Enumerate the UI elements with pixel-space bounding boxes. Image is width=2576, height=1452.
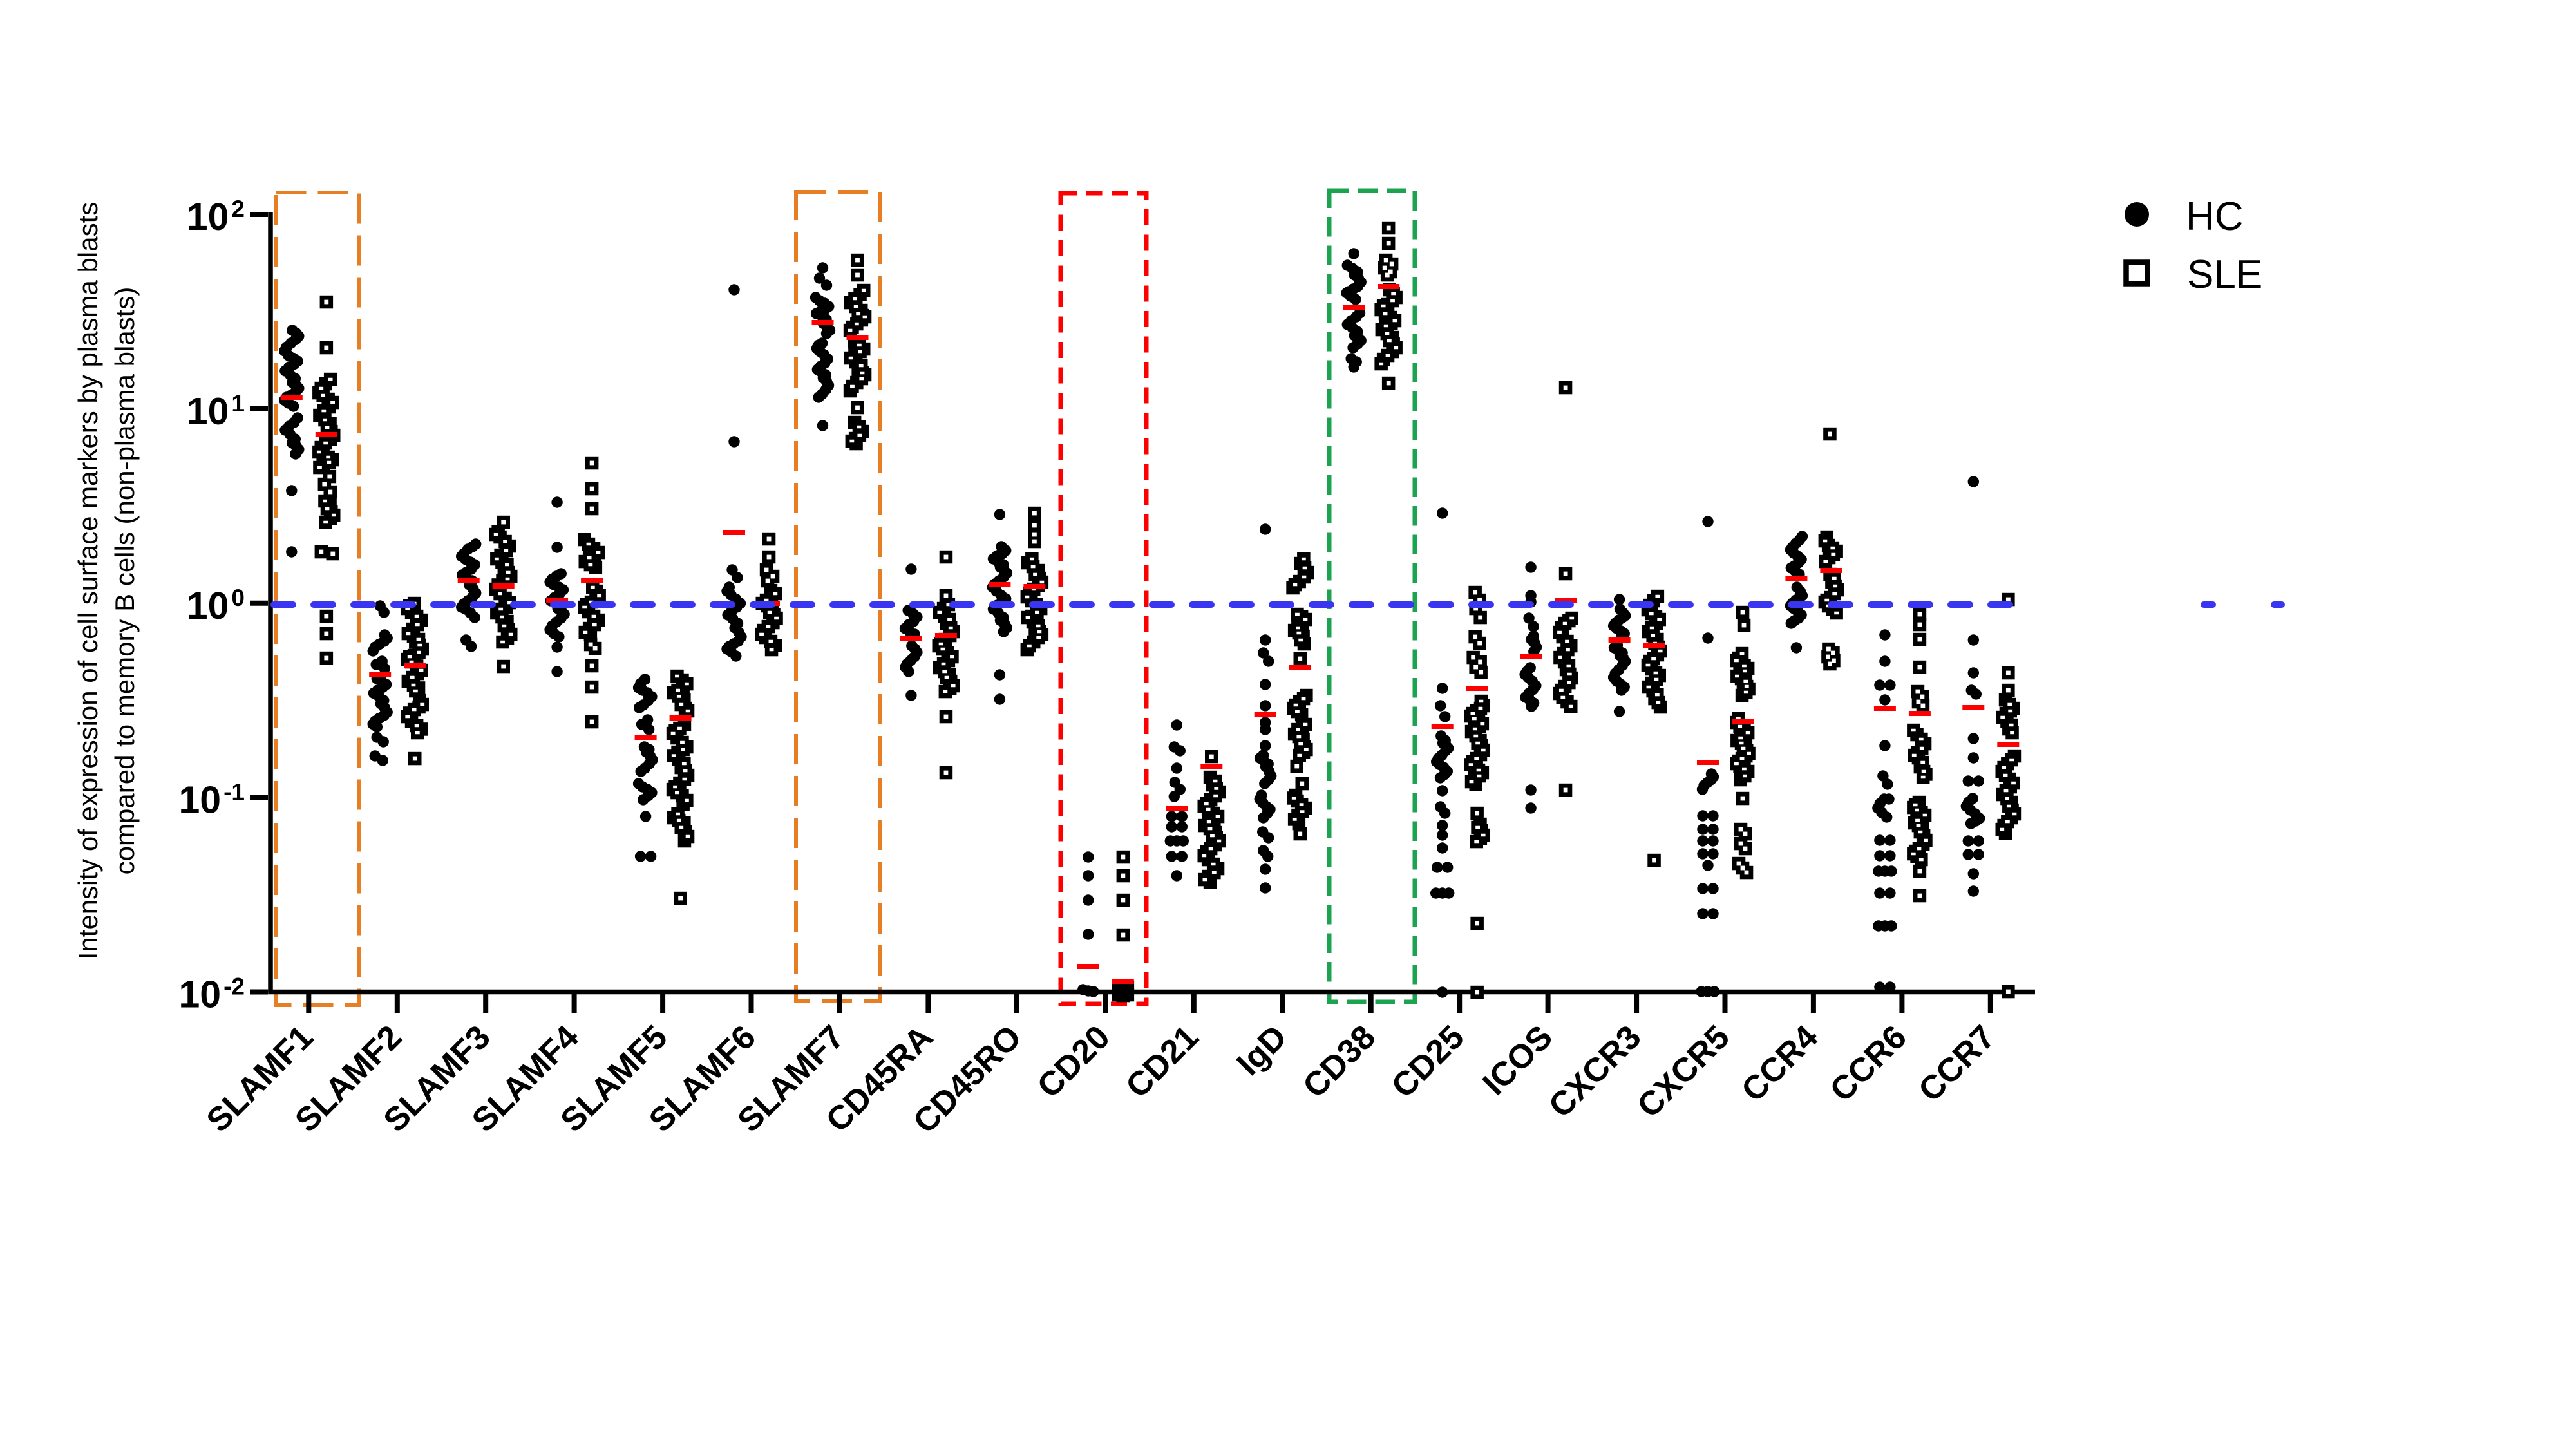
svg-text:10-2: 10 -2	[178, 974, 245, 1016]
svg-text:compared to memory B cells (no: compared to memory B cells (non-plasma b…	[109, 287, 140, 875]
svg-text:102: 10 2	[187, 196, 245, 238]
svg-text:SLE: SLE	[2187, 252, 2262, 297]
svg-text:Intensity of expression of cel: Intensity of expression of cell surface …	[73, 202, 103, 960]
svg-text:10-1: 10 -1	[178, 779, 245, 822]
svg-text:100: 10 0	[187, 585, 245, 627]
svg-text:HC: HC	[2186, 194, 2244, 239]
svg-text:101: 10 1	[187, 390, 245, 433]
